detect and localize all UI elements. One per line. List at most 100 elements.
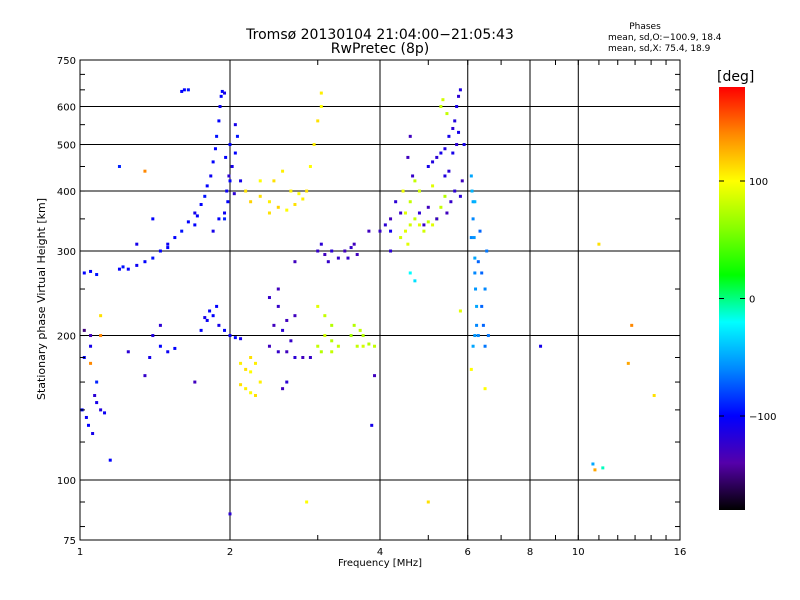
echo-point [472,236,476,240]
colorbar-tick-label: 100 [749,177,768,188]
colorbar-tick-label: 0 [749,295,755,306]
echo-point [135,263,139,267]
echo-point [483,287,487,291]
echo-point [126,267,130,271]
echo-point [217,217,221,221]
echo-point [267,211,271,215]
echo-point [330,249,334,253]
echo-point [352,323,356,327]
echo-point [209,174,213,178]
echo-point [301,197,305,201]
echo-point [103,411,107,415]
echo-point [308,355,312,359]
echo-point [166,242,170,246]
echo-point [223,91,227,95]
echo-point [205,184,209,188]
echo-point [475,304,479,308]
echo-point [223,211,227,215]
echo-point [389,229,393,233]
echo-point [373,344,377,348]
echo-point [301,355,305,359]
echo-point [186,220,190,224]
echo-point [389,217,393,221]
data-points [80,88,656,516]
echo-point [253,394,257,398]
echo-point [453,119,457,123]
echo-point [443,147,447,151]
echo-point [158,249,162,253]
echo-point [151,334,155,338]
echo-point [408,223,412,227]
echo-point [389,249,393,253]
colorbar-unit-label: [deg] [717,69,755,85]
axis-tick-labels: 1 2 4 6 8 10 16 75 100 200 300 400 500 600 750 [57,56,686,558]
echo-point [443,194,447,198]
echo-point [82,271,86,275]
echo-point [253,361,257,365]
echo-point [417,189,421,193]
echo-point [431,184,435,188]
echo-point [352,242,356,246]
y-tick-label: 75 [63,536,76,547]
echo-point [305,500,309,504]
echo-point [143,260,147,264]
echo-point [117,164,121,168]
echo-point [99,334,103,338]
echo-point [476,334,480,338]
echo-point [180,89,184,93]
x-tick-label: 10 [572,547,585,558]
echo-point [305,189,309,193]
echo-point [471,200,475,204]
echo-point [323,253,327,257]
echo-point [349,334,353,338]
echo-point [289,189,293,193]
echo-point [426,500,430,504]
echo-point [232,192,236,196]
echo-point [225,189,229,193]
axis-ticks [79,59,681,540]
echo-point [474,287,478,291]
echo-point [285,350,289,354]
echo-point [460,179,464,183]
echo-point [143,169,147,173]
echo-point [230,164,234,168]
y-tick-label: 400 [57,187,76,198]
echo-point [173,346,177,350]
echo-point [469,174,473,178]
echo-point [601,466,605,470]
echo-point [293,314,297,318]
echo-point [358,328,362,332]
y-tick-label: 600 [57,103,76,114]
echo-point [481,323,485,327]
phases-title: Phases [629,22,661,32]
echo-point [443,174,447,178]
echo-point [249,370,253,374]
echo-point [297,192,301,196]
echo-point [84,415,88,419]
echo-point [483,344,487,348]
echo-point [281,328,285,332]
echo-point [249,391,253,395]
colorbar-tick-label: −100 [749,412,776,423]
echo-point [403,211,407,215]
echo-point [267,296,271,300]
echo-point [158,323,162,327]
echo-point [267,344,271,348]
echo-point [319,105,323,109]
echo-point [211,160,215,164]
y-tick-label: 500 [57,141,76,152]
echo-point [143,374,147,378]
echo-point [285,318,289,322]
echo-point [244,387,248,391]
echo-point [281,169,285,173]
echo-point [478,229,482,233]
echo-point [413,279,417,283]
y-tick-label: 750 [57,56,76,67]
echo-point [239,179,243,183]
echo-point [652,394,656,398]
echo-point [469,367,473,371]
echo-point [597,242,601,246]
echo-point [276,304,280,308]
echo-point [276,350,280,354]
